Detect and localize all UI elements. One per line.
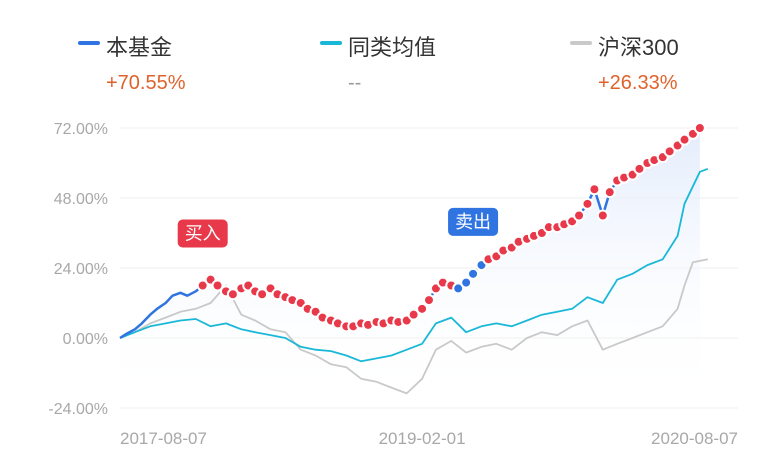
legend-swatch-category-avg <box>320 41 342 45</box>
buy-marker <box>256 288 269 301</box>
legend-value-fund: +70.55% <box>106 72 186 94</box>
buy-marker <box>663 145 676 158</box>
y-axis-labels: 72.00% 48.00% 24.00% 0.00% -24.00% <box>48 121 108 418</box>
annotation-label: 买入 <box>185 224 221 244</box>
legend-swatch-fund <box>78 41 100 45</box>
annotation-layer: 买入 卖出 <box>177 207 499 248</box>
fund-area <box>120 128 700 408</box>
legend-name-fund: 本基金 <box>106 35 173 60</box>
buy-marker <box>588 183 601 196</box>
y-tick-label: 24.00% <box>54 261 108 278</box>
x-tick-label: 2017-08-07 <box>120 429 207 448</box>
series-layer <box>119 122 709 408</box>
legend-name-category-avg: 同类均值 <box>348 35 437 60</box>
buy-marker <box>211 279 224 292</box>
legend-item-index[interactable]: 沪深300 +26.33% <box>570 30 679 95</box>
legend-name-index: 沪深300 <box>598 35 679 60</box>
buy-marker <box>573 209 586 222</box>
y-tick-label: 72.00% <box>54 121 108 138</box>
y-tick-label: 48.00% <box>54 191 108 208</box>
y-tick-label: 0.00% <box>63 331 108 348</box>
buy-marker <box>596 209 609 222</box>
buy-flag <box>177 219 228 248</box>
x-axis-labels: 2017-08-07 2019-02-01 2020-08-07 <box>120 429 738 448</box>
buy-marker <box>581 197 594 210</box>
sell-marker <box>460 276 473 289</box>
buy-marker <box>196 279 209 292</box>
buy-marker <box>633 162 646 175</box>
y-tick-label: -24.00% <box>48 401 108 418</box>
buy-marker <box>416 302 429 315</box>
series-line-category-avg <box>119 167 709 363</box>
chart-legend: 本基金 +70.55% 同类均值 -- 沪深300 +26.33% <box>0 30 763 94</box>
x-tick-label: 2019-02-01 <box>379 429 466 448</box>
legend-value-category-avg: -- <box>348 72 362 94</box>
sell-flag <box>448 207 499 236</box>
legend-item-category-avg[interactable]: 同类均值 -- <box>320 30 436 95</box>
legend-swatch-index <box>570 41 592 45</box>
legend-value-index: +26.33% <box>598 72 678 94</box>
buy-marker <box>407 308 420 321</box>
buy-marker <box>693 122 706 134</box>
sell-marker <box>452 282 465 295</box>
buy-marker <box>678 133 691 146</box>
buy-marker <box>423 294 435 307</box>
buy-marker <box>603 186 616 199</box>
sell-marker <box>467 267 480 280</box>
legend-item-fund[interactable]: 本基金 +70.55% <box>78 30 186 95</box>
x-tick-label: 2020-08-07 <box>651 429 738 448</box>
annotation-label: 卖出 <box>455 212 491 232</box>
buy-marker <box>226 288 239 301</box>
